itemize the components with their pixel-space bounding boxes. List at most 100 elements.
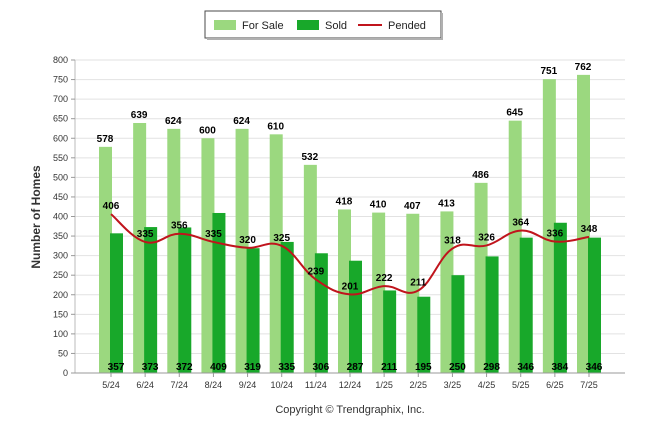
bar-sold — [519, 237, 533, 373]
x-tick-label: 1/25 — [375, 380, 393, 390]
bar-sold — [349, 260, 362, 373]
label-for-sale: 639 — [131, 110, 148, 121]
label-sold: 346 — [586, 362, 603, 373]
x-axis: 5/24 6/24 7/24 8/24 9/24 10/24 11/24 12/24 1/25 2… — [75, 372, 625, 390]
label-for-sale: 486 — [472, 170, 489, 181]
bar-sold — [178, 227, 192, 373]
legend-swatch-sold — [297, 20, 319, 30]
label-for-sale: 751 — [541, 66, 558, 77]
x-tick-label: 12/24 — [339, 380, 362, 390]
bar-sold — [417, 296, 431, 373]
label-sold: 319 — [244, 362, 261, 373]
y-tick-label: 0 — [63, 368, 68, 378]
bar-for-sale — [440, 211, 454, 373]
x-tick-label: 4/25 — [478, 380, 496, 390]
bar-sold — [588, 237, 601, 373]
label-for-sale: 645 — [506, 108, 523, 119]
label-pended: 364 — [512, 218, 529, 229]
data-labels: 578 357 406 639 373 335 624 372 356 600 409 335 624 3… — [97, 62, 603, 373]
label-for-sale: 410 — [370, 200, 387, 211]
x-tick-label: 6/24 — [136, 380, 154, 390]
label-sold: 373 — [142, 362, 159, 373]
label-pended: 356 — [171, 221, 188, 232]
bar-for-sale — [269, 134, 283, 373]
label-sold: 298 — [483, 362, 500, 373]
label-pended: 406 — [103, 201, 120, 212]
bar-for-sale — [338, 209, 351, 373]
x-tick-label: 6/25 — [546, 380, 564, 390]
y-tick-label: 500 — [53, 172, 68, 182]
label-pended: 348 — [581, 224, 598, 235]
x-tick-label: 3/25 — [444, 380, 462, 390]
bar-for-sale — [508, 120, 522, 373]
bar-for-sale — [167, 128, 181, 373]
bar-sold — [280, 241, 294, 373]
label-pended: 201 — [342, 281, 359, 292]
label-sold: 372 — [176, 362, 193, 373]
bar-sold — [144, 227, 158, 373]
legend-label-sold: Sold — [325, 20, 347, 32]
label-for-sale: 532 — [302, 152, 319, 163]
bar-for-sale — [99, 146, 112, 373]
bar-sold — [383, 290, 397, 373]
y-tick-label: 800 — [53, 55, 68, 65]
y-axis: 0 50 100 150 200 250 300 350 400 450 500 550 600 650 7… — [53, 55, 76, 378]
label-pended: 336 — [547, 229, 564, 240]
label-for-sale: 610 — [267, 121, 284, 132]
label-for-sale: 624 — [233, 116, 250, 127]
label-for-sale: 413 — [438, 198, 455, 209]
bar-sold — [314, 253, 328, 373]
label-sold: 195 — [415, 362, 432, 373]
y-tick-label: 600 — [53, 133, 68, 143]
bar-sold — [553, 222, 567, 373]
label-pended: 239 — [308, 266, 325, 277]
label-pended: 222 — [376, 273, 393, 284]
label-for-sale: 762 — [575, 62, 592, 73]
label-pended: 211 — [410, 277, 427, 288]
label-pended: 335 — [205, 229, 222, 240]
bar-sold — [246, 248, 260, 373]
y-tick-label: 750 — [53, 75, 68, 85]
y-tick-label: 250 — [53, 270, 68, 280]
y-tick-label: 100 — [53, 329, 68, 339]
y-tick-label: 400 — [53, 212, 68, 222]
bar-sold — [110, 233, 123, 373]
y-tick-label: 350 — [53, 231, 68, 241]
label-sold: 384 — [552, 362, 569, 373]
x-tick-label: 7/24 — [171, 380, 189, 390]
label-pended: 335 — [137, 229, 154, 240]
y-tick-label: 700 — [53, 94, 68, 104]
bar-for-sale — [577, 74, 590, 374]
x-tick-label: 8/24 — [205, 380, 223, 390]
bar-sold — [485, 256, 499, 373]
legend: For Sale Sold Pended — [204, 10, 443, 40]
bar-sold — [451, 275, 465, 373]
legend-box — [204, 10, 442, 39]
bars — [99, 74, 601, 374]
legend-label-for-sale: For Sale — [242, 20, 284, 32]
y-tick-label: 650 — [53, 114, 68, 124]
x-tick-label: 11/24 — [305, 380, 327, 390]
y-tick-label: 300 — [53, 251, 68, 261]
y-tick-label: 150 — [53, 309, 68, 319]
copyright-text: Copyright © Trendgraphix, Inc. — [275, 404, 424, 416]
y-axis-title: Number of Homes — [29, 165, 43, 269]
x-tick-label: 7/25 — [580, 380, 598, 390]
label-pended: 325 — [273, 233, 290, 244]
x-tick-label: 10/24 — [270, 380, 293, 390]
label-sold: 287 — [347, 362, 364, 373]
x-tick-label: 5/24 — [102, 380, 120, 390]
label-sold: 211 — [381, 362, 398, 373]
y-tick-label: 450 — [53, 192, 68, 202]
pended-line-group — [110, 213, 590, 296]
legend-shadow-bottom — [207, 38, 443, 40]
label-pended: 318 — [444, 236, 461, 247]
y-tick-label: 50 — [58, 348, 68, 358]
label-sold: 357 — [108, 362, 125, 373]
label-sold: 346 — [517, 362, 534, 373]
label-pended: 326 — [478, 232, 495, 243]
legend-shadow-right — [441, 13, 443, 40]
bar-for-sale — [474, 182, 488, 373]
bar-for-sale — [303, 164, 317, 373]
